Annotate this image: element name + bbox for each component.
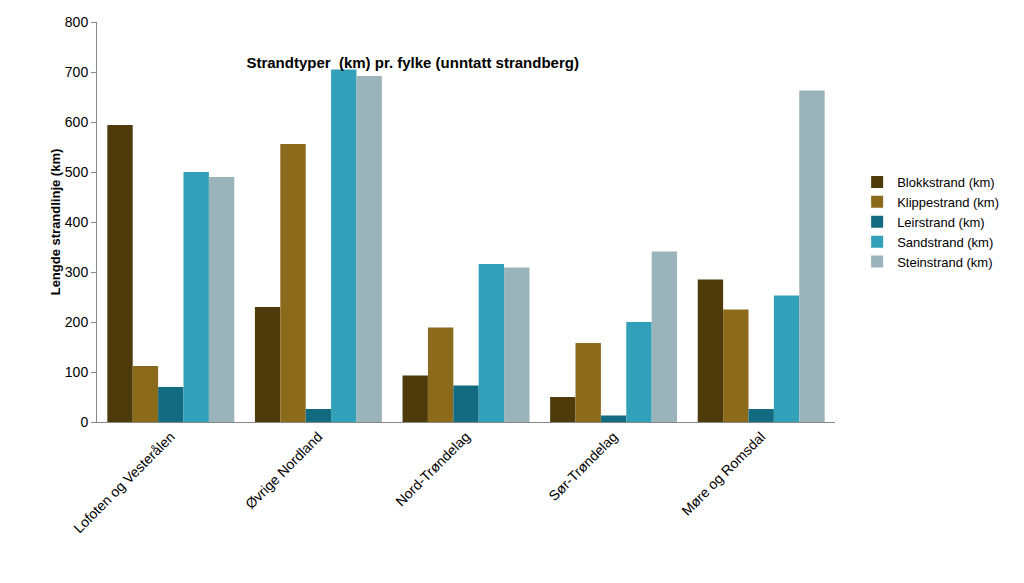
- svg-text:100: 100: [65, 364, 89, 380]
- svg-text:400: 400: [65, 214, 89, 230]
- svg-text:Nord-Trøndelag: Nord-Trøndelag: [392, 429, 473, 510]
- svg-text:Sør-Trøndelag: Sør-Trøndelag: [545, 429, 620, 504]
- svg-text:Blokkstrand (km): Blokkstrand (km): [897, 175, 995, 190]
- svg-text:Strandtyper (km) pr. fylke (u: Strandtyper (km) pr. fylke (unntatt stra…: [246, 54, 579, 71]
- svg-text:0: 0: [80, 414, 88, 430]
- svg-text:Leirstrand (km): Leirstrand (km): [897, 215, 984, 230]
- svg-text:Lofoten og Vesterålen: Lofoten og Vesterålen: [70, 429, 178, 537]
- svg-text:700: 700: [65, 64, 89, 80]
- svg-text:Lengde strandlinje (km): Lengde strandlinje (km): [48, 149, 63, 296]
- svg-text:600: 600: [65, 114, 89, 130]
- svg-text:500: 500: [65, 164, 89, 180]
- svg-text:Klippestrand (km): Klippestrand (km): [897, 195, 999, 210]
- svg-text:Steinstrand (km): Steinstrand (km): [897, 255, 992, 270]
- svg-text:Øvrige Nordland: Øvrige Nordland: [242, 429, 325, 512]
- svg-text:200: 200: [65, 314, 89, 330]
- svg-text:Møre og Romsdal: Møre og Romsdal: [678, 429, 768, 519]
- svg-text:800: 800: [65, 14, 89, 30]
- svg-text:Sandstrand (km): Sandstrand (km): [897, 235, 993, 250]
- svg-text:300: 300: [65, 264, 89, 280]
